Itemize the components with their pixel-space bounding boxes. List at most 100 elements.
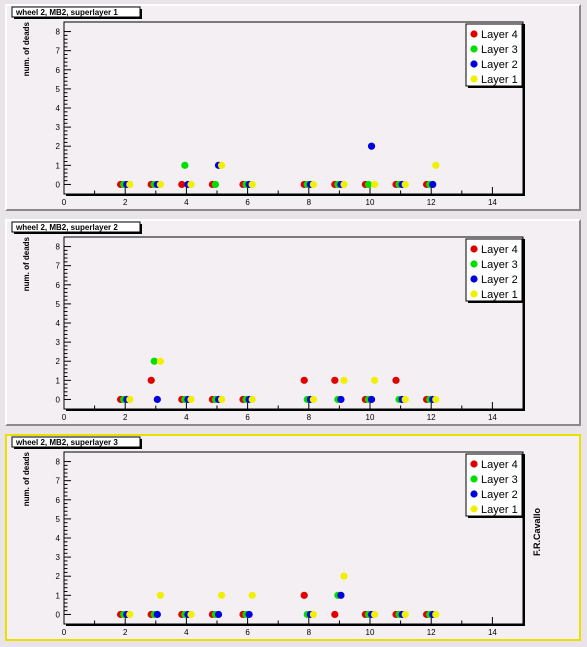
chart-superlayer-2: 01234567802468101214sectornum. of deadsw… [11,221,525,422]
data-point-layer-3 [364,180,373,189]
legend-entry: Layer 1 [481,289,518,301]
plot-frame [63,236,524,410]
y-tick-label: 7 [56,477,61,486]
data-point-layer-4 [178,180,186,189]
x-tick-label: 0 [62,198,67,207]
legend-entry: Layer 3 [481,474,518,486]
y-tick-label: 3 [56,338,61,347]
chart-title: wheel 2, MB2, superlayer 2 [15,223,118,232]
x-tick-label: 12 [427,628,436,637]
chart-panel-superlayer-2: 01234567802468101214sectornum. of deadsw… [5,219,581,426]
x-tick-label: 4 [184,628,189,637]
data-point-layer-1 [401,610,409,619]
data-point-layer-4 [392,376,400,384]
data-point-layer-1 [340,376,348,384]
x-tick-label: 4 [184,198,189,207]
y-tick-label: 1 [56,161,61,170]
legend-marker [470,30,478,38]
y-axis-title: num. of deads [22,21,31,76]
y-tick-label: 7 [56,47,61,56]
chart-title: wheel 2, MB2, superlayer 1 [15,8,118,17]
legend-entry: Layer 3 [481,259,518,271]
data-point-layer-1 [217,395,226,404]
author-credit-text: F.R.Cavallo [532,507,542,556]
legend-marker [470,60,478,68]
data-point-layer-1 [340,572,348,580]
y-tick-label: 5 [56,300,61,309]
plot-frame [63,21,524,195]
legend-marker [470,475,478,483]
data-point-layer-1 [432,161,440,169]
data-point-layer-1 [401,395,409,404]
legend-marker [470,490,478,498]
data-point-layer-2 [367,142,376,150]
data-point-layer-1 [248,591,256,599]
legend-marker [470,290,478,298]
data-point-layer-1 [187,180,195,189]
data-point-layer-4 [331,376,339,384]
y-axis-title: num. of deads [22,236,31,291]
data-point-layer-1 [248,395,256,404]
data-point-layer-2 [367,395,376,404]
y-tick-label: 3 [56,553,61,562]
data-point-layer-2 [153,610,161,619]
data-point-layer-1 [156,180,164,189]
data-point-layer-1 [370,180,379,189]
data-point-layer-4 [331,610,339,619]
x-tick-label: 8 [307,628,312,637]
data-point-layer-1 [156,357,164,365]
x-tick-label: 2 [123,413,128,422]
x-tick-label: 8 [307,413,312,422]
y-tick-label: 6 [56,66,61,75]
y-tick-label: 1 [56,591,61,600]
y-tick-label: 4 [56,104,61,113]
data-point-layer-1 [217,161,226,169]
plot-frame [63,451,524,625]
y-tick-label: 0 [56,395,61,404]
data-point-layer-1 [370,610,379,619]
x-tick-label: 6 [245,198,250,207]
y-tick-label: 8 [56,458,61,467]
data-point-layer-1 [248,180,256,189]
y-tick-label: 2 [56,572,61,581]
data-point-layer-4 [300,376,308,384]
x-tick-label: 6 [245,413,250,422]
legend-marker [470,260,478,268]
y-tick-label: 2 [56,142,61,151]
y-tick-label: 4 [56,534,61,543]
data-point-layer-1 [126,610,134,619]
data-point-layer-1 [432,395,440,404]
y-tick-label: 8 [56,28,61,37]
y-tick-label: 7 [56,262,61,271]
y-tick-label: 6 [56,281,61,290]
data-point-layer-1 [156,591,164,599]
x-tick-label: 2 [123,198,128,207]
y-tick-label: 2 [56,357,61,366]
data-point-layer-4 [147,376,155,384]
chart-panel-superlayer-3[interactable]: 01234567802468101214sectornum. of deadsw… [5,434,581,641]
chart-title: wheel 2, MB2, superlayer 3 [15,438,118,447]
x-tick-label: 0 [62,413,67,422]
data-point-layer-1 [126,180,134,189]
legend-entry: Layer 2 [481,274,518,286]
legend-marker [470,275,478,283]
data-point-layer-2 [153,395,161,404]
y-tick-label: 1 [56,376,61,385]
legend-entry: Layer 2 [481,59,518,71]
y-tick-label: 5 [56,515,61,524]
x-tick-label: 14 [488,198,497,207]
y-tick-label: 6 [56,496,61,505]
y-tick-label: 5 [56,85,61,94]
x-tick-label: 14 [488,628,497,637]
x-tick-label: 10 [366,628,375,637]
legend-entry: Layer 4 [481,244,518,256]
data-point-layer-3 [181,161,189,169]
legend-marker [470,245,478,253]
data-point-layer-1 [340,180,348,189]
data-point-layer-2 [245,610,253,619]
legend-entry: Layer 1 [481,504,518,516]
x-tick-label: 12 [427,198,436,207]
legend-entry: Layer 4 [481,459,518,471]
data-point-layer-1 [217,591,226,599]
data-point-layer-1 [309,610,317,619]
